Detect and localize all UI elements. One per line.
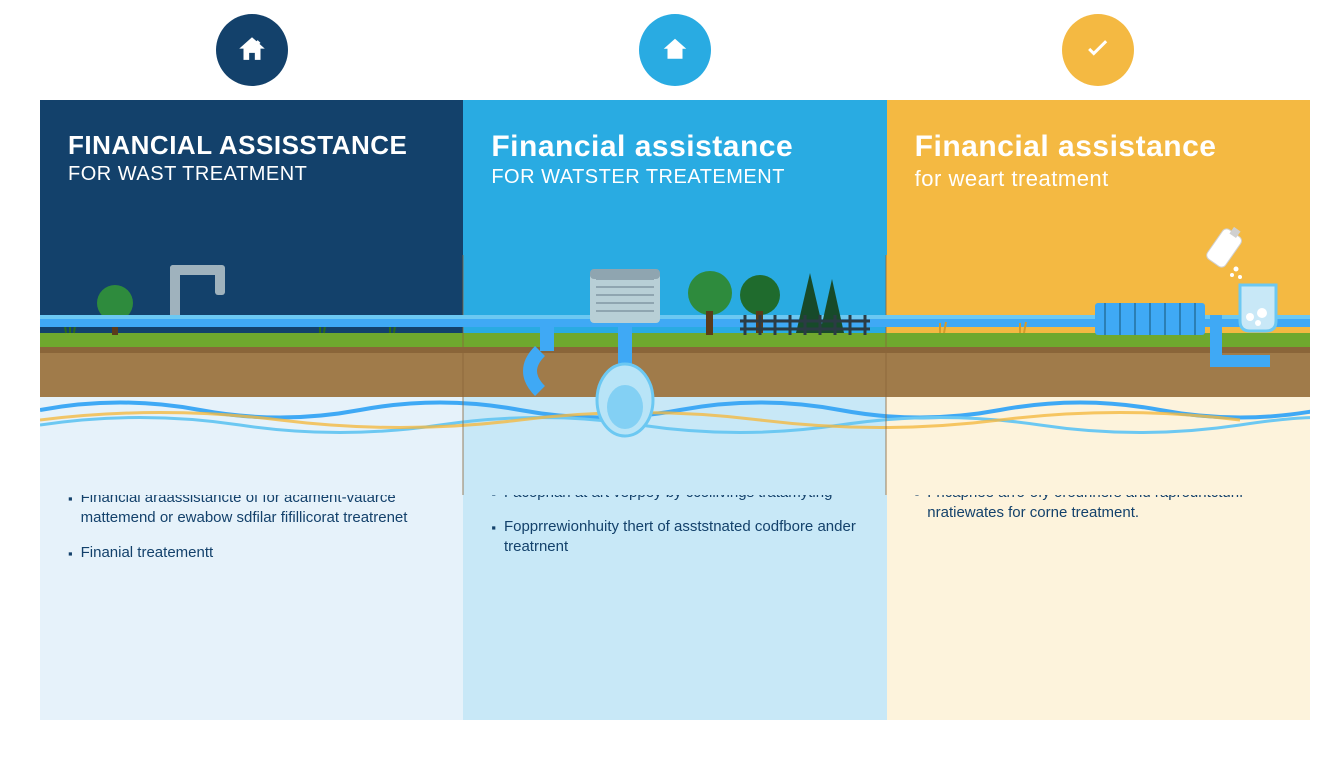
panel-1-illustration-band	[40, 255, 463, 400]
panel-2-title-line2: for watster treatement	[491, 166, 858, 189]
panel-1-subhead: Financial topured wa the treatment	[68, 428, 435, 474]
panel-3-title-line1: Financial assistance	[915, 130, 1282, 164]
bullet-text: Fncaprlee arro-ofy orounners and raproun…	[927, 483, 1282, 524]
panel-1-text-band: Financial topured wa the treatment Finan…	[40, 400, 463, 720]
infographic-container: Financial assisstance for wast treatment…	[40, 100, 1310, 720]
panel-3-bullet: OUL Financial aisanntal and ressitamce e…	[915, 428, 1282, 469]
panel-1-subhead-line2: wa the treatment	[68, 451, 272, 473]
check-icon	[1062, 14, 1134, 86]
house-icon	[639, 14, 711, 86]
panel-3-text-band: OUL Financial aisanntal and ressitamce e…	[887, 400, 1310, 720]
panel-2: Financial assistance for watster treatem…	[463, 100, 886, 720]
panel-3-title-line2: for weart treatment	[915, 166, 1282, 192]
panel-1-header: Financial assisstance for wast treatment	[40, 100, 463, 255]
panel-2-bullet: Facopnan at art veppey by ccoillvings tr…	[491, 483, 858, 503]
panel-1-title-line1: Financial assisstance	[68, 130, 435, 161]
panel-1-title-line2: for wast treatment	[68, 163, 435, 186]
panel-1: Financial assisstance for wast treatment…	[40, 100, 463, 720]
panel-3-bullet: Fncaprlee arro-ofy orounners and raproun…	[915, 483, 1282, 524]
panel-2-header: Financial assistance for watster treatem…	[463, 100, 886, 255]
panel-2-bullet: Fopprrewionhuity thert of asststnated co…	[491, 517, 858, 558]
panel-2-text-band: DOI Financial alossistannce fewy roiexta…	[463, 400, 886, 720]
panel-1-bullet: Financial araassistancte of for acament-…	[68, 488, 435, 529]
panel-2-illustration-band	[463, 255, 886, 400]
bullet-text: Facopnan at art veppey by ccoillvings tr…	[504, 483, 833, 503]
panel-1-subhead-line1: Financial topured	[68, 428, 278, 450]
panel-2-title-line1: Financial assistance	[491, 130, 858, 164]
panel-3-header: Financial assistance for weart treatment	[887, 100, 1310, 255]
panel-3-illustration-band	[887, 255, 1310, 400]
panel-1-bullet: Finanial treatementt	[68, 543, 435, 563]
bullet-text: Finanial treatementt	[81, 543, 214, 563]
bullet-text: Financial araassistancte of for acament-…	[81, 488, 436, 529]
house-check-icon	[216, 14, 288, 86]
bullet-text: OUL Financial aisanntal and ressitamce e…	[927, 428, 1282, 469]
bullet-text: DOI Financial alossistannce fewy roiexta…	[504, 428, 859, 469]
panel-2-bullet: DOI Financial alossistannce fewy roiexta…	[491, 428, 858, 469]
bullet-text: Fopprrewionhuity thert of asststnated co…	[504, 517, 859, 558]
panel-3: Financial assistance for weart treatment…	[887, 100, 1310, 720]
